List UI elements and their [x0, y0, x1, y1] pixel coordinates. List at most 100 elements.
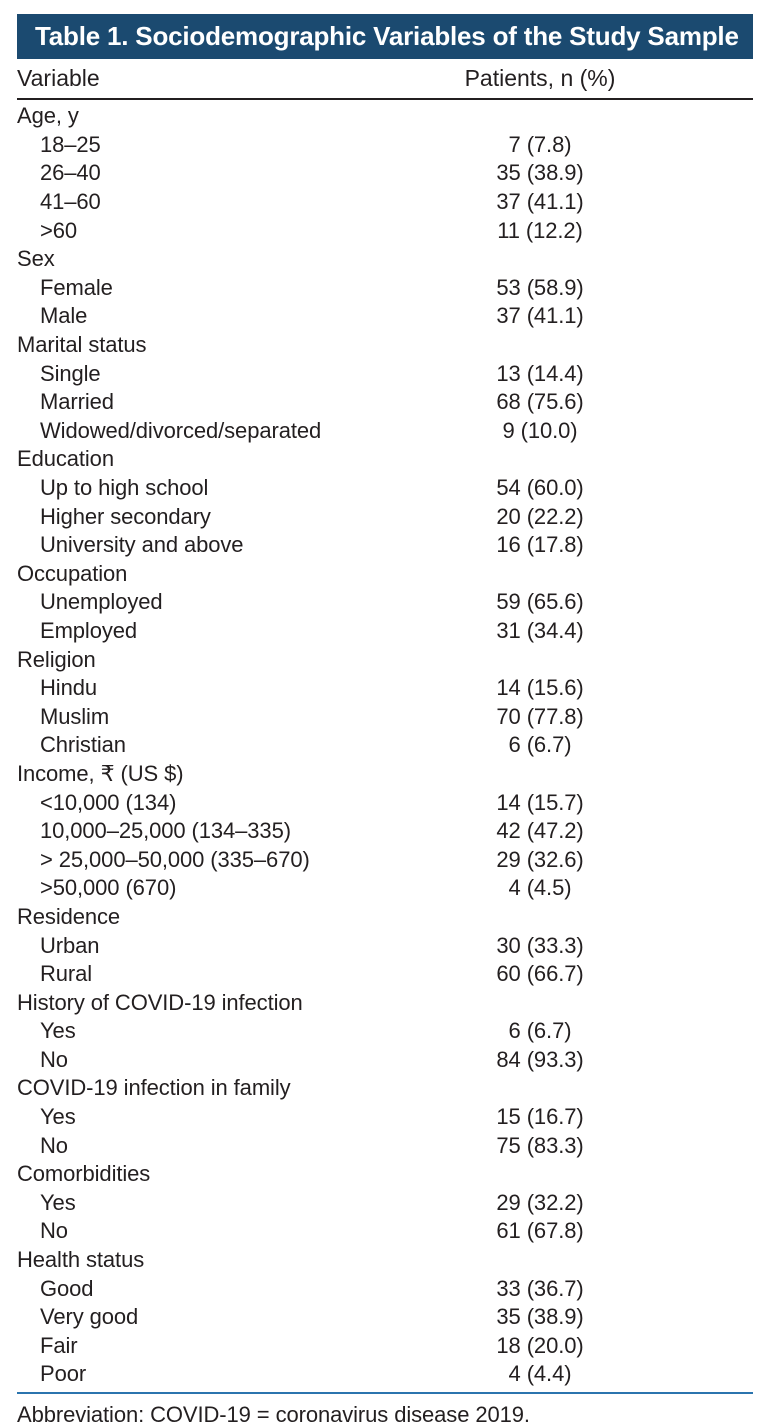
row-value: 4 (4.5): [508, 875, 572, 901]
row-label: Rural: [40, 961, 93, 987]
section-label: Marital status: [17, 332, 147, 358]
row-value: 29 (32.2): [496, 1189, 584, 1215]
row-value: 35 (38.9): [496, 160, 584, 186]
row-label: > 25,000–50,000 (335–670): [40, 846, 310, 872]
row-label: >50,000 (670): [40, 875, 177, 901]
section-label: Residence: [17, 903, 121, 929]
section-label: Age, y: [17, 103, 79, 129]
row-label: Higher secondary: [40, 503, 211, 529]
table-row: Muslim 70 (77.8): [17, 702, 753, 731]
row-value: 75 (83.3): [496, 1132, 584, 1158]
table-row: Rural 60 (66.7): [17, 960, 753, 989]
row-label: >60: [40, 217, 78, 243]
table-row: Single 13 (14.4): [17, 359, 753, 388]
table-row: 41–60 37 (41.1): [17, 188, 753, 217]
row-value: 9 (10.0): [502, 417, 578, 443]
row-label: Yes: [40, 1104, 76, 1130]
row-label: Poor: [40, 1361, 87, 1387]
table-row: >50,000 (670) 4 (4.5): [17, 874, 753, 903]
table-content: Table 1. Sociodemographic Variables of t…: [17, 14, 753, 1426]
table-row: Fair 18 (20.0): [17, 1332, 753, 1361]
table-footnote: Abbreviation: COVID-19 = coronavirus dis…: [17, 1391, 753, 1426]
section-label: Health status: [17, 1247, 145, 1273]
table-row: Yes 15 (16.7): [17, 1103, 753, 1132]
row-value: 18 (20.0): [496, 1332, 584, 1358]
row-value: 7 (7.8): [508, 131, 572, 157]
table-title-bar: Table 1. Sociodemographic Variables of t…: [17, 14, 753, 59]
row-label: No: [40, 1046, 68, 1072]
row-value: 11 (12.2): [497, 217, 583, 243]
table-row: 10,000–25,000 (134–335) 42 (47.2): [17, 817, 753, 846]
row-value: 31 (34.4): [496, 617, 584, 643]
section-header-row: Comorbidities: [17, 1160, 753, 1189]
row-label: No: [40, 1132, 68, 1158]
row-label: Up to high school: [40, 475, 209, 501]
row-label: University and above: [40, 532, 244, 558]
section-label: History of COVID-19 infection: [17, 989, 303, 1015]
section-header-row: Age, y: [17, 102, 753, 131]
table-row: Up to high school 54 (60.0): [17, 474, 753, 503]
table-row: Yes 29 (32.2): [17, 1189, 753, 1218]
table-row: Christian 6 (6.7): [17, 731, 753, 760]
section-label: COVID-19 infection in family: [17, 1075, 291, 1101]
table-row: No 84 (93.3): [17, 1046, 753, 1075]
row-value: 53 (58.9): [496, 274, 584, 300]
table-row: Female 53 (58.9): [17, 274, 753, 303]
table-row: Very good 35 (38.9): [17, 1303, 753, 1332]
table-row: University and above 16 (17.8): [17, 531, 753, 560]
row-label: Female: [40, 274, 113, 300]
row-value: 33 (36.7): [496, 1275, 584, 1301]
row-value: 70 (77.8): [496, 703, 584, 729]
row-label: Single: [40, 360, 101, 386]
row-label: Urban: [40, 932, 100, 958]
section-label: Religion: [17, 646, 96, 672]
row-value: 60 (66.7): [496, 961, 584, 987]
row-value: 29 (32.6): [496, 846, 584, 872]
table-row: Male 37 (41.1): [17, 302, 753, 331]
row-label: Widowed/divorced/separated: [40, 417, 322, 443]
table-row: 26–40 35 (38.9): [17, 159, 753, 188]
row-value: 84 (93.3): [496, 1046, 584, 1072]
column-header-row: Variable Patients, n (%): [17, 59, 753, 100]
row-label: Yes: [40, 1018, 76, 1044]
row-value: 37 (41.1): [496, 189, 584, 215]
section-header-row: Education: [17, 445, 753, 474]
section-label: Income, ₹ (US $): [17, 760, 184, 786]
table-title: Table 1. Sociodemographic Variables of t…: [35, 21, 739, 51]
row-label: Very good: [40, 1304, 139, 1330]
section-header-row: Marital status: [17, 331, 753, 360]
table-body: Age, y 18–25 7 (7.8) 26–40 35 (38.9) 41–60 37 …: [17, 100, 753, 1389]
section-header-row: Health status: [17, 1246, 753, 1275]
row-value: 30 (33.3): [496, 932, 584, 958]
row-label: Good: [40, 1275, 94, 1301]
row-label: 26–40: [40, 160, 101, 186]
section-label: Comorbidities: [17, 1161, 151, 1187]
table-row: Employed 31 (34.4): [17, 617, 753, 646]
row-value: 16 (17.8): [496, 532, 584, 558]
section-header-row: History of COVID-19 infection: [17, 988, 753, 1017]
table-row: Poor 4 (4.4): [17, 1360, 753, 1389]
row-label: Employed: [40, 617, 138, 643]
section-header-row: Residence: [17, 903, 753, 932]
section-header-row: Sex: [17, 245, 753, 274]
table-row: 18–25 7 (7.8): [17, 131, 753, 160]
row-value: 42 (47.2): [496, 818, 584, 844]
column-header-variable: Variable: [17, 65, 100, 91]
row-label: Fair: [40, 1332, 78, 1358]
section-label: Occupation: [17, 560, 128, 586]
row-label: Yes: [40, 1189, 76, 1215]
table-row: No 61 (67.8): [17, 1217, 753, 1246]
row-value: 14 (15.6): [496, 675, 584, 701]
table-row: <10,000 (134) 14 (15.7): [17, 788, 753, 817]
section-header-row: Income, ₹ (US $): [17, 760, 753, 789]
row-value: 4 (4.4): [508, 1361, 572, 1387]
row-label: Married: [40, 389, 114, 415]
row-value: 37 (41.1): [496, 303, 584, 329]
table-row: Higher secondary 20 (22.2): [17, 502, 753, 531]
table-row: Good 33 (36.7): [17, 1274, 753, 1303]
row-value: 68 (75.6): [496, 389, 584, 415]
section-header-row: COVID-19 infection in family: [17, 1074, 753, 1103]
row-label: No: [40, 1218, 68, 1244]
table-row: Widowed/divorced/separated 9 (10.0): [17, 417, 753, 446]
